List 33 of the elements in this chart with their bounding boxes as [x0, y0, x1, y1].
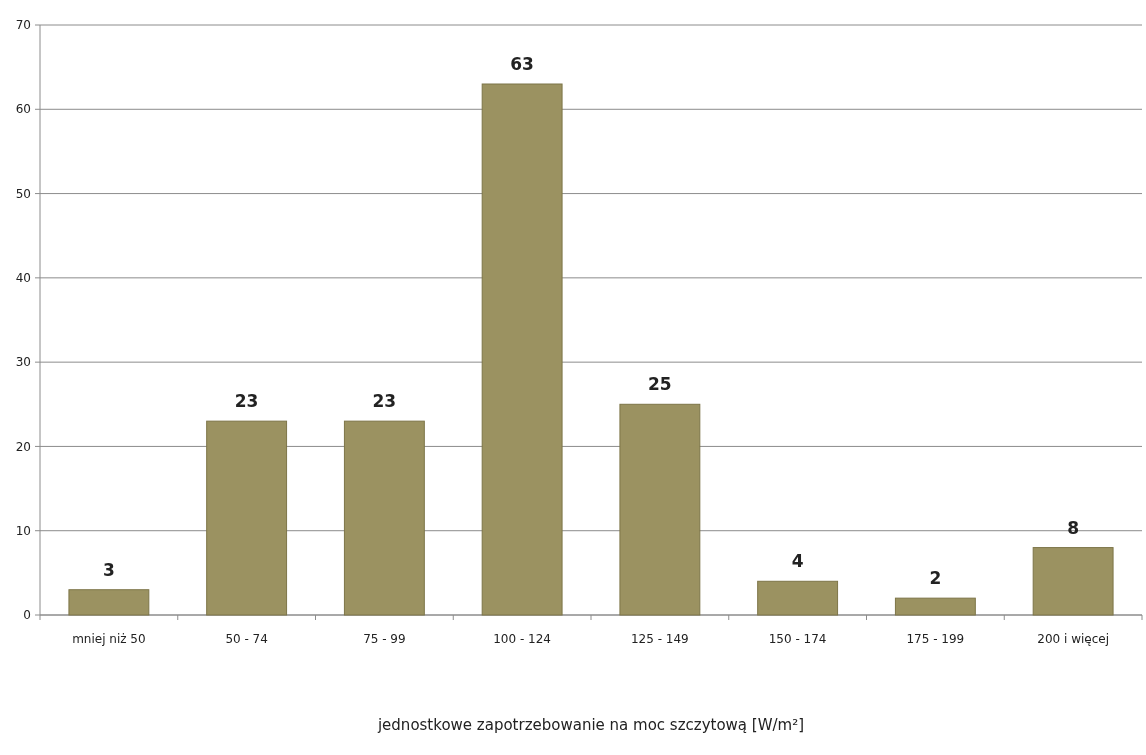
y-tick-label: 0: [23, 608, 31, 623]
bar: [343, 420, 425, 616]
data-label: 23: [234, 391, 259, 412]
bar: [757, 580, 839, 616]
x-tick-label: mniej niż 50: [72, 632, 146, 646]
y-tick-label: 40: [15, 271, 31, 286]
data-label: 4: [791, 551, 804, 572]
x-tick-label: 150 - 174: [768, 632, 827, 646]
y-tick-label: 70: [15, 18, 31, 33]
x-tick-label: 175 - 199: [906, 632, 965, 646]
x-axis-title: jednostkowe zapotrzebowanie na moc szczytową [W/m²]: [376, 716, 805, 734]
y-tick-label: 60: [15, 102, 31, 117]
data-label: 8: [1067, 517, 1080, 538]
bar: [206, 420, 288, 616]
x-tick-label: 125 - 149: [630, 632, 689, 646]
bar: [68, 589, 150, 616]
y-tick-label: 20: [15, 439, 31, 454]
bar: [894, 597, 976, 616]
x-tick-label: 100 - 124: [493, 632, 552, 646]
x-tick-label: 50 - 74: [225, 632, 268, 646]
data-label: 63: [510, 54, 534, 74]
x-tick-label: 200 i więcej: [1037, 632, 1109, 646]
bar: [619, 403, 701, 616]
y-tick-label: 30: [15, 355, 31, 370]
data-label: 2: [929, 568, 942, 589]
x-tick-label: 75 - 99: [363, 632, 406, 646]
data-label: 3: [102, 559, 115, 580]
data-label: 23: [372, 391, 397, 412]
bar: [1032, 547, 1114, 616]
y-tick-label: 50: [15, 186, 31, 201]
data-label: 25: [648, 374, 672, 395]
y-tick-label: 10: [15, 523, 31, 538]
bar: [481, 83, 563, 616]
